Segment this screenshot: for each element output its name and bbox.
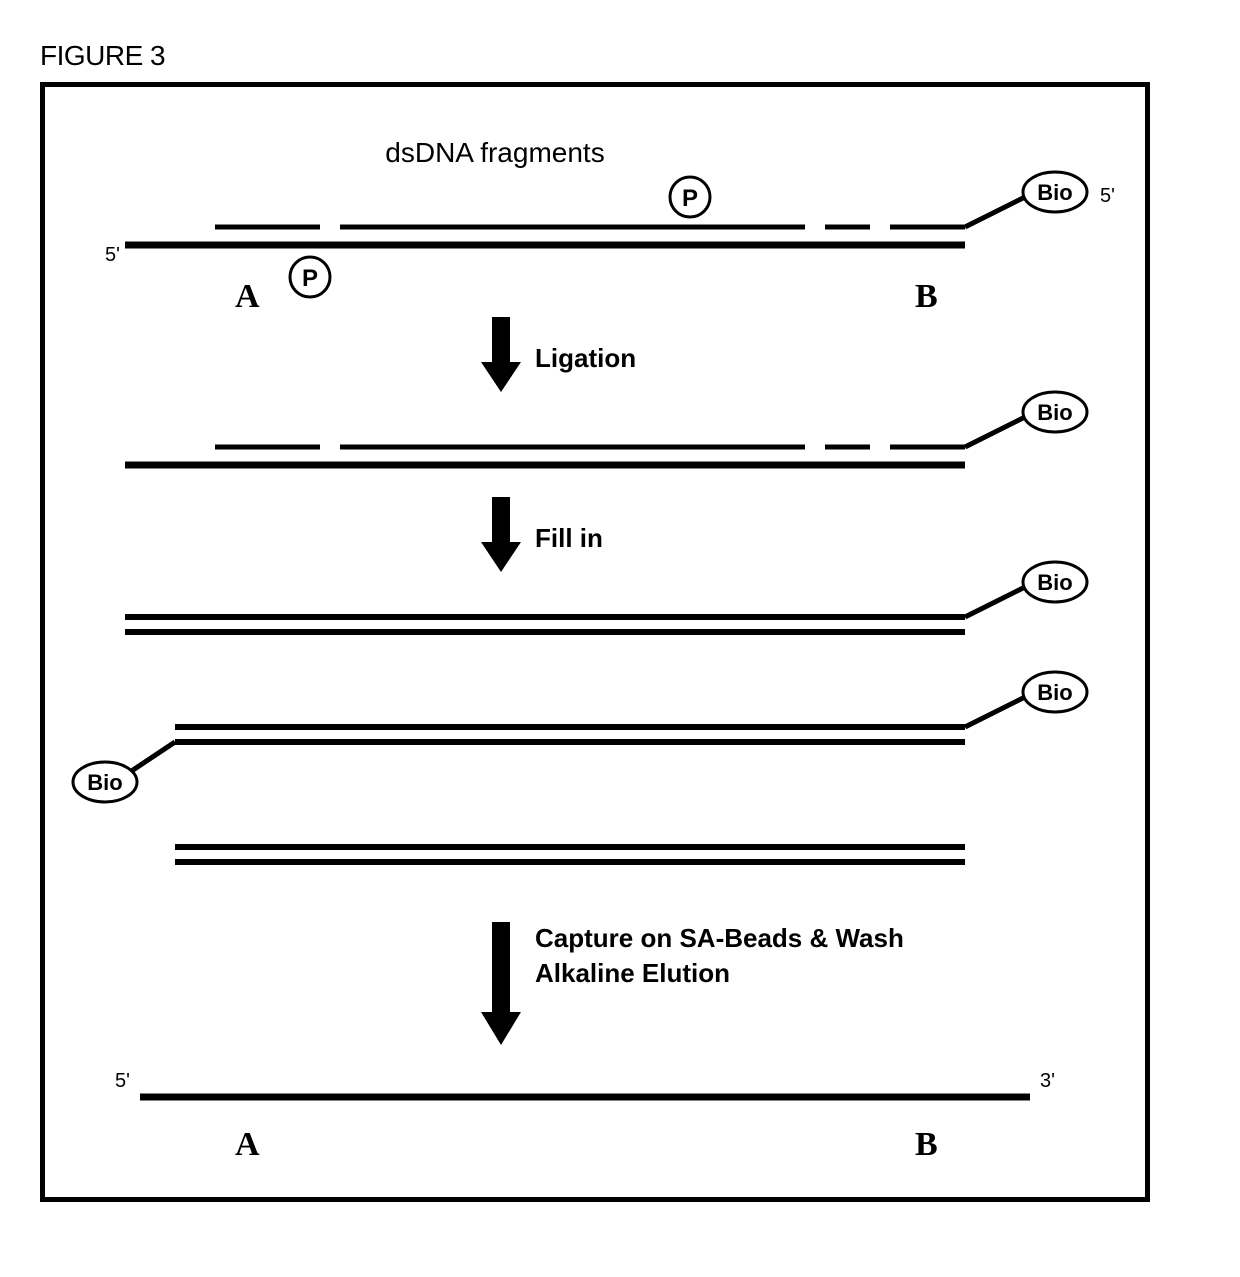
figure-label: FIGURE 3 — [40, 40, 1200, 72]
row1-bio-text: Bio — [1037, 180, 1072, 205]
row1-5prime-right: 5' — [1100, 185, 1115, 207]
row6-5prime: 5' — [115, 1070, 130, 1092]
arrow-fillin — [481, 497, 521, 572]
arrow-capture — [481, 922, 521, 1045]
row6-3prime: 3' — [1040, 1070, 1055, 1092]
row2-bio-text: Bio — [1037, 400, 1072, 425]
step-capture-line2: Alkaline Elution — [535, 958, 730, 988]
row6-B: B — [915, 1126, 938, 1163]
diagram-frame: dsDNA fragments 5' Bio 5' P P A B Ligati… — [40, 82, 1150, 1202]
diagram-svg: dsDNA fragments 5' Bio 5' P P A B Ligati… — [45, 87, 1145, 1197]
row2-bio-branch — [965, 417, 1025, 447]
row4-bio-text-r: Bio — [1037, 680, 1072, 705]
row4-bio-branch-l — [130, 742, 175, 772]
row1-p-upper-text: P — [682, 185, 698, 212]
row3-bio-text: Bio — [1037, 570, 1072, 595]
row1-p-lower-text: P — [302, 265, 318, 292]
row3-bio-branch — [965, 587, 1025, 617]
row4-bio-branch-r — [965, 697, 1025, 727]
row1-A: A — [235, 278, 260, 315]
step-capture-line1: Capture on SA-Beads & Wash — [535, 923, 904, 953]
row6-A: A — [235, 1126, 260, 1163]
row1-B: B — [915, 278, 938, 315]
arrow-ligation — [481, 317, 521, 392]
row4-bio-text-l: Bio — [87, 770, 122, 795]
step-ligation: Ligation — [535, 343, 636, 373]
step-fillin: Fill in — [535, 523, 603, 553]
diagram-title: dsDNA fragments — [385, 137, 604, 168]
row1-5prime-left: 5' — [105, 244, 120, 266]
row1-bio-branch — [965, 197, 1025, 227]
